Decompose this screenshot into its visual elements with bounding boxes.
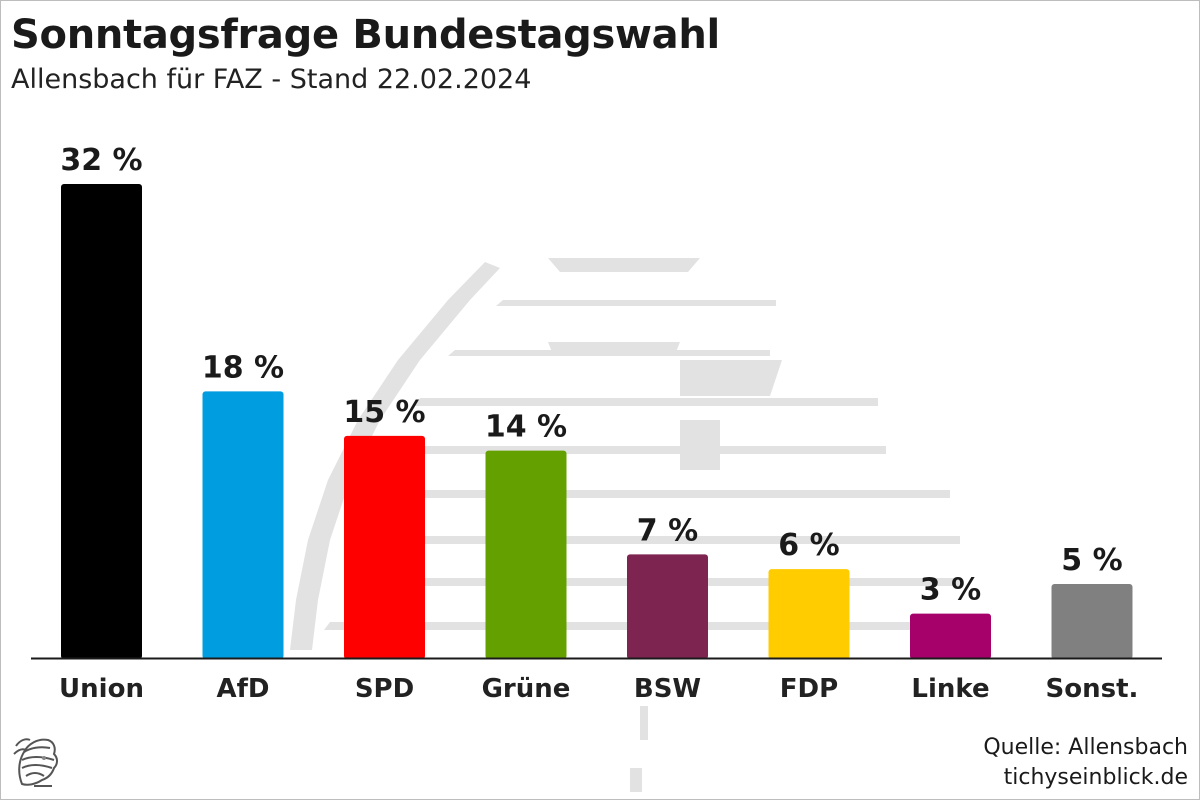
chart-subtitle: Allensbach für FAZ - Stand 22.02.2024: [11, 64, 532, 95]
bar-bsw: [627, 554, 708, 659]
value-label-sonst: 5 %: [1061, 543, 1122, 578]
chart-title: Sonntagsfrage Bundestagswahl: [11, 12, 720, 58]
bar-afd: [202, 391, 284, 659]
category-label-union: Union: [59, 674, 144, 704]
bar-linke: [910, 613, 991, 659]
value-label-linke: 3 %: [920, 573, 981, 608]
value-label-bsw: 7 %: [637, 513, 698, 548]
category-label-grüne: Grüne: [482, 674, 571, 704]
bar-sonst: [1051, 583, 1133, 659]
category-label-spd: SPD: [355, 674, 414, 704]
bar-union: [61, 184, 142, 659]
category-label-sonst: Sonst.: [1046, 674, 1139, 704]
source-line: Quelle: Allensbach: [983, 735, 1188, 760]
value-label-spd: 15 %: [343, 395, 425, 430]
value-label-union: 32 %: [60, 143, 142, 178]
category-label-bsw: BSW: [634, 674, 701, 704]
bar-spd: [344, 435, 425, 659]
site-line: tichyseinblick.de: [1003, 765, 1188, 790]
bar-fdp: [768, 569, 850, 659]
value-label-grüne: 14 %: [485, 410, 567, 445]
hermes-head-logo-icon: [13, 738, 58, 787]
category-labels-group: Union AfD SPD Grüne BSW FDP Linke Sonst.: [59, 674, 1138, 704]
category-label-fdp: FDP: [780, 674, 838, 704]
value-labels-group: 32 % 18 % 15 % 14 % 7 % 6 % 3 % 5 %: [60, 143, 1122, 608]
category-label-linke: Linke: [911, 674, 989, 704]
category-label-afd: AfD: [216, 674, 269, 704]
source-credit: Quelle: Allensbach tichyseinblick.de: [983, 733, 1188, 793]
bars-group: [61, 184, 1133, 659]
bar-grüne: [485, 450, 567, 659]
value-label-fdp: 6 %: [778, 528, 839, 563]
value-label-afd: 18 %: [202, 350, 284, 385]
